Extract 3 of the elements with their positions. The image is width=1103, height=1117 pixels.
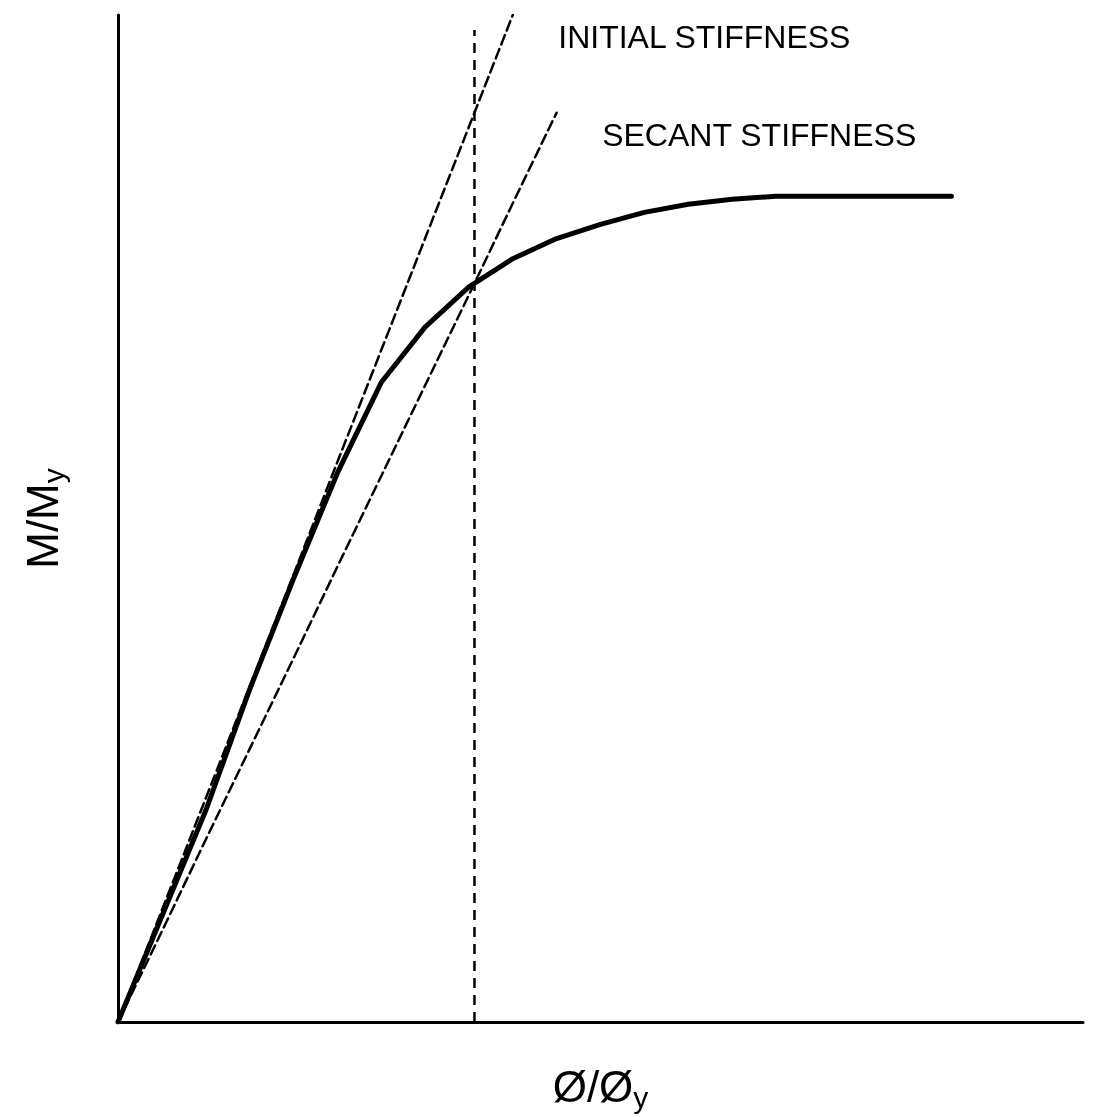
series-label: INITIAL STIFFNESS	[558, 19, 851, 55]
series-label: SECANT STIFFNESS	[602, 116, 917, 153]
y-axis-title: M/My	[17, 468, 70, 569]
